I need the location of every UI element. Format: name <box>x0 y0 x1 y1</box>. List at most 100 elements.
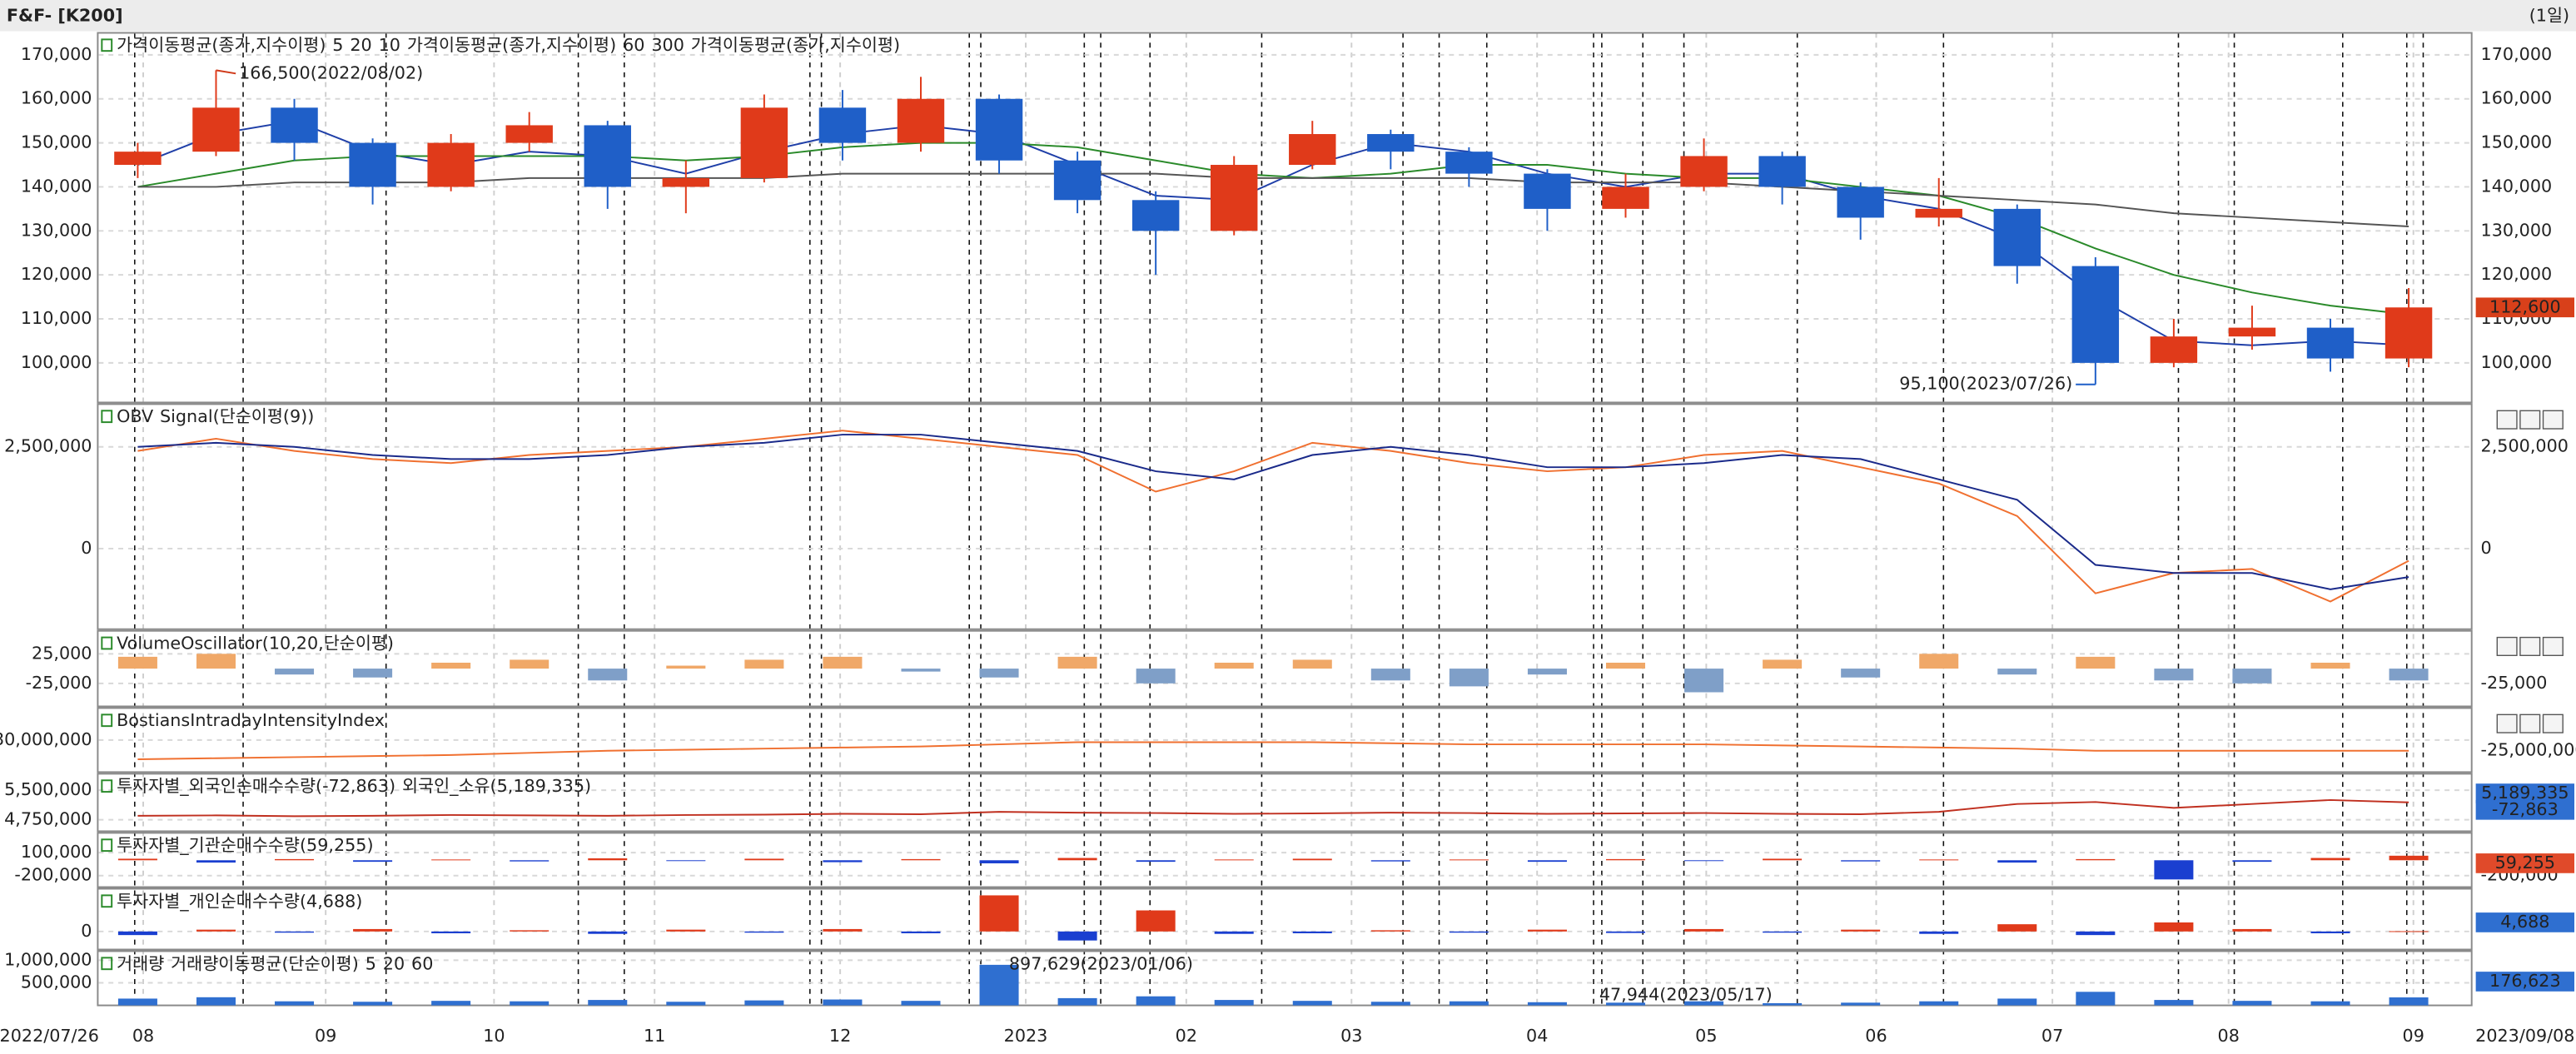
y-tick-label: 25,000 <box>32 643 92 663</box>
bar <box>588 1000 628 1006</box>
bar <box>1605 662 1646 669</box>
bar <box>1527 860 1567 863</box>
min-annotation: 47,944(2023/05/17) <box>1599 985 1773 1005</box>
bar <box>2310 931 2350 933</box>
x-tick-label: 03 <box>1340 1026 1362 1046</box>
y2-tick-label: 120,000 <box>2481 264 2553 284</box>
candle-body <box>584 125 631 187</box>
bar <box>1449 1001 1489 1006</box>
legend-icon <box>101 38 113 52</box>
value-badge-label: 176,623 <box>2489 971 2561 991</box>
bar <box>2076 931 2116 936</box>
x-tick-label: 09 <box>2403 1026 2424 1046</box>
candle-body <box>1524 173 1571 209</box>
y-tick-label: 130,000 <box>21 220 92 240</box>
bar <box>1997 998 2037 1006</box>
bar <box>901 858 941 861</box>
bar <box>1919 1001 1959 1006</box>
panel-button[interactable] <box>2519 410 2541 430</box>
legend-icon <box>101 838 113 853</box>
candle-body <box>897 98 945 143</box>
value-badge <box>2475 912 2575 932</box>
legend-label: 10 <box>379 35 400 55</box>
x-tick-label: 07 <box>2041 1026 2063 1046</box>
panel-frame <box>97 32 2473 404</box>
series-line <box>137 798 2409 818</box>
bar <box>588 931 628 934</box>
value-badge-label: 59,255 <box>2495 853 2555 873</box>
candle-body <box>740 107 788 178</box>
end-date: 2023/09/08 <box>2475 1026 2574 1046</box>
legend-label: 가격이동평균(종가,지수이평) <box>691 35 900 55</box>
bar <box>1136 860 1176 863</box>
bar <box>196 997 236 1006</box>
bar <box>1684 860 1724 862</box>
panel-button[interactable] <box>2496 636 2518 656</box>
value-badge-label: 4,688 <box>2500 912 2549 932</box>
candle-body <box>2306 327 2355 359</box>
bar <box>979 964 1019 1006</box>
bar <box>353 928 393 932</box>
series-line <box>137 741 2409 760</box>
y-tick-label: 2,500,000 <box>4 436 92 456</box>
bar <box>275 1001 315 1006</box>
bar <box>2310 858 2350 861</box>
y-tick-label: 120,000 <box>21 264 92 284</box>
y2-tick-label: -25,000,000 <box>2481 740 2576 760</box>
start-date: 2022/07/26 <box>0 1026 99 1046</box>
series-line <box>137 430 2409 603</box>
x-tick-label: 08 <box>132 1026 154 1046</box>
bar <box>510 659 550 669</box>
bar <box>823 928 863 932</box>
bar <box>1997 669 2037 675</box>
candle-body <box>1758 156 1806 187</box>
bar <box>1527 669 1567 675</box>
y-tick-label: -200,000 <box>14 865 92 885</box>
bar <box>2389 997 2429 1006</box>
last-badge-label: 112,600 <box>2489 296 2561 316</box>
candle-body <box>818 107 867 143</box>
bar <box>1527 929 1567 932</box>
candle-body <box>1680 156 1728 187</box>
panel-button[interactable] <box>2542 636 2564 656</box>
value-badge-label: 5,189,335 <box>2481 783 2569 803</box>
x-tick-label: 06 <box>1865 1026 1887 1046</box>
candle-body <box>271 107 318 143</box>
bar <box>1214 931 1254 934</box>
series-line <box>137 434 2409 590</box>
bar <box>1684 669 1724 693</box>
panel-button[interactable] <box>2496 713 2518 733</box>
panel-frame <box>97 950 2473 1007</box>
legend-label: 5 <box>366 953 376 973</box>
candle-body <box>1210 165 1258 231</box>
bar <box>588 858 628 861</box>
bar <box>823 860 863 863</box>
max-annotation: 897,629(2023/01/06) <box>1009 953 1193 973</box>
panel-button[interactable] <box>2519 713 2541 733</box>
panel-button[interactable] <box>2519 636 2541 656</box>
legend-label: 60 <box>411 953 433 973</box>
y-tick-label: 4,750,000 <box>4 809 92 829</box>
bar <box>117 931 157 936</box>
bar <box>1136 996 1176 1006</box>
y-tick-label: 0 <box>81 538 92 558</box>
legend-label: 투자자별_외국인순매수수량(-72,863) <box>117 776 395 797</box>
panel-frame <box>97 832 2473 888</box>
candle-body <box>2228 327 2276 337</box>
bar <box>901 931 941 933</box>
bar <box>1527 1002 1567 1006</box>
bar <box>823 656 863 669</box>
panel-button[interactable] <box>2542 713 2564 733</box>
legend-icon <box>101 894 113 908</box>
y-tick-label: 150,000 <box>21 132 92 152</box>
value-badge <box>2475 783 2575 803</box>
x-tick-label: 05 <box>1695 1026 1717 1046</box>
candle-body <box>114 152 162 166</box>
y2-tick-label: 0 <box>2481 538 2492 558</box>
panel-frame <box>97 773 2473 833</box>
candle-body <box>1445 152 1493 174</box>
panel-button[interactable] <box>2542 410 2564 430</box>
panel-button[interactable] <box>2496 410 2518 430</box>
candle-body <box>662 177 710 187</box>
